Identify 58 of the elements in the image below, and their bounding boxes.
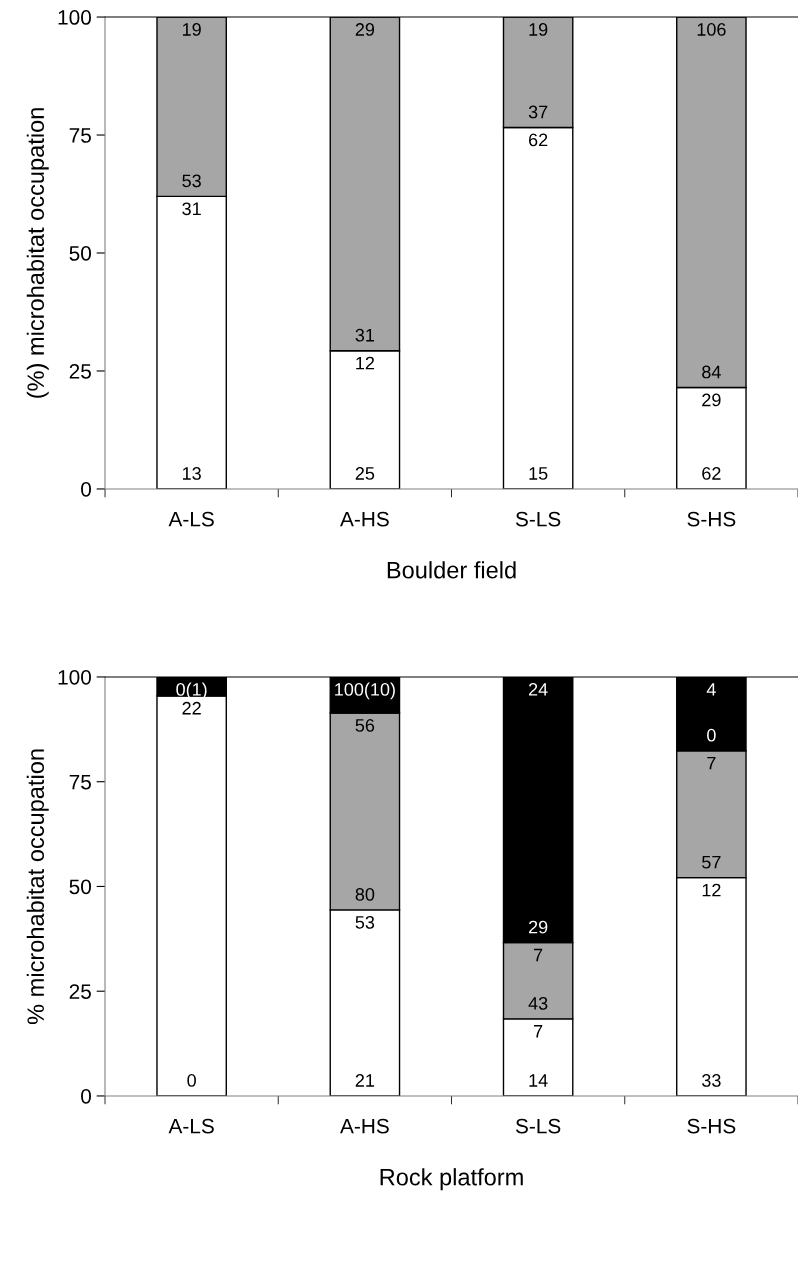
y-tick-label: 75 (69, 128, 91, 143)
annotation: 25 (355, 467, 375, 480)
y-tick-label: 25 (69, 984, 91, 999)
annotation: 15 (529, 467, 548, 480)
x-tick-label: A-LS (168, 1118, 214, 1134)
annotation: 13 (182, 467, 201, 480)
y-tick-label: 50 (69, 879, 92, 895)
x-tick-label: A-LS (168, 511, 214, 527)
annotation: 57 (702, 855, 721, 869)
annotation: 29 (529, 920, 548, 934)
annotation: 43 (528, 996, 548, 1010)
annotation: 80 (355, 888, 375, 901)
y-tick-label: 75 (69, 774, 91, 790)
y-tick-label: 100 (58, 669, 92, 685)
annotation: 62 (702, 467, 721, 480)
annotation: 0(1) (176, 682, 207, 700)
annotation: 53 (182, 174, 201, 188)
annotation: 33 (702, 1074, 721, 1087)
x-tick-label: A-HS (340, 511, 389, 527)
annotation: 37 (528, 105, 548, 119)
x-axis-title: Boulder field (387, 561, 516, 579)
annotation: 21 (355, 1074, 375, 1087)
y-axis-title: (%) microhabitat occupation (26, 108, 49, 398)
annotation: 29 (355, 23, 375, 36)
x-tick-label: S-HS (687, 1118, 736, 1134)
x-tick-label: S-LS (515, 1118, 561, 1134)
y-tick-label: 25 (69, 363, 91, 379)
annotation: 22 (182, 701, 201, 715)
annotation: 29 (702, 393, 721, 407)
annotation: 31 (182, 202, 201, 216)
x-axis-title: Rock platform (380, 1168, 523, 1191)
y-tick-label: 0 (81, 481, 92, 497)
annotation: 7 (534, 1025, 543, 1038)
annotation: 14 (529, 1074, 548, 1087)
annotation: 24 (529, 682, 548, 696)
x-tick-label: A-HS (340, 1118, 389, 1134)
y-tick-label: 50 (69, 246, 92, 261)
y-tick-label: 0 (81, 1088, 92, 1104)
annotation: 7 (707, 756, 716, 770)
annotation: 12 (702, 883, 721, 897)
annotation: 19 (529, 23, 548, 36)
annotation: 56 (355, 719, 375, 732)
annotation: 100(10) (335, 682, 395, 700)
x-tick-label: S-LS (515, 511, 561, 527)
annotation: 7 (534, 948, 543, 962)
annotation: 4 (706, 683, 716, 696)
y-axis-title: % microhabitat occupation (26, 749, 49, 1025)
annotation: 62 (529, 133, 548, 147)
y-tick-label: 100 (58, 10, 92, 25)
annotation: 12 (356, 356, 375, 370)
annotation: 53 (355, 915, 375, 929)
annotation: 0 (187, 1074, 196, 1087)
annotation: 19 (182, 23, 201, 36)
annotation: 106 (697, 23, 726, 36)
annotation: 0 (707, 728, 716, 742)
annotation: 84 (702, 365, 721, 379)
x-tick-label: S-HS (687, 511, 736, 527)
annotation: 31 (355, 328, 375, 342)
